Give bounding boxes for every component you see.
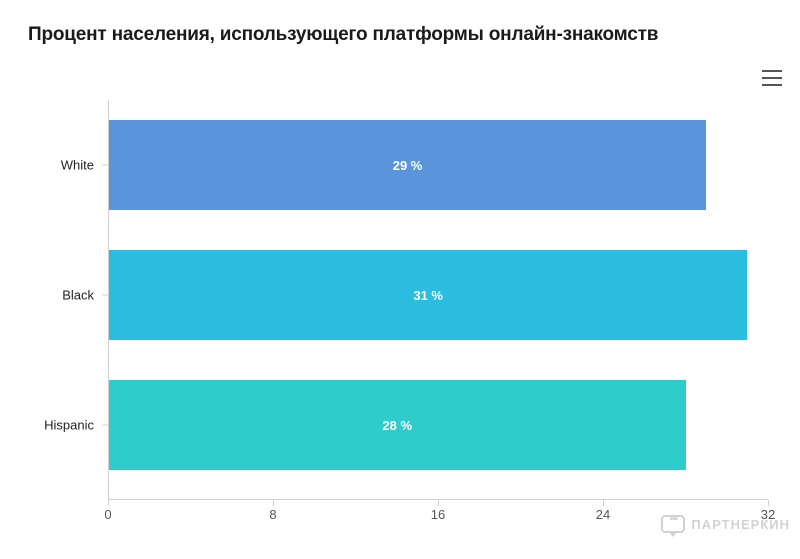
x-tick-mark [438, 500, 439, 506]
x-tick-label: 24 [596, 507, 610, 522]
bar-value-label: 29 % [393, 158, 423, 173]
x-tick-label: 16 [431, 507, 445, 522]
x-tick-label: 32 [761, 507, 775, 522]
chart-plot-area: 0 8 16 24 32 White 29 % Black 31 % Hispa… [108, 100, 768, 500]
bar-value-label: 31 % [413, 288, 443, 303]
bar-black: 31 % [109, 250, 747, 340]
watermark-icon [661, 515, 685, 533]
x-tick-mark [108, 500, 109, 506]
hamburger-menu-icon[interactable] [762, 70, 782, 86]
bar-white: 29 % [109, 120, 706, 210]
y-tick-mark [102, 165, 108, 166]
category-label: Black [62, 288, 94, 303]
chart-title: Процент населения, использующего платфор… [28, 24, 658, 46]
x-tick-mark [603, 500, 604, 506]
category-label: White [61, 158, 94, 173]
bar-value-label: 28 % [382, 418, 412, 433]
x-tick-mark [768, 500, 769, 506]
x-tick-label: 0 [104, 507, 111, 522]
category-label: Hispanic [44, 418, 94, 433]
y-tick-mark [102, 425, 108, 426]
x-tick-label: 8 [269, 507, 276, 522]
bar-hispanic: 28 % [109, 380, 686, 470]
y-tick-mark [102, 295, 108, 296]
x-tick-mark [273, 500, 274, 506]
